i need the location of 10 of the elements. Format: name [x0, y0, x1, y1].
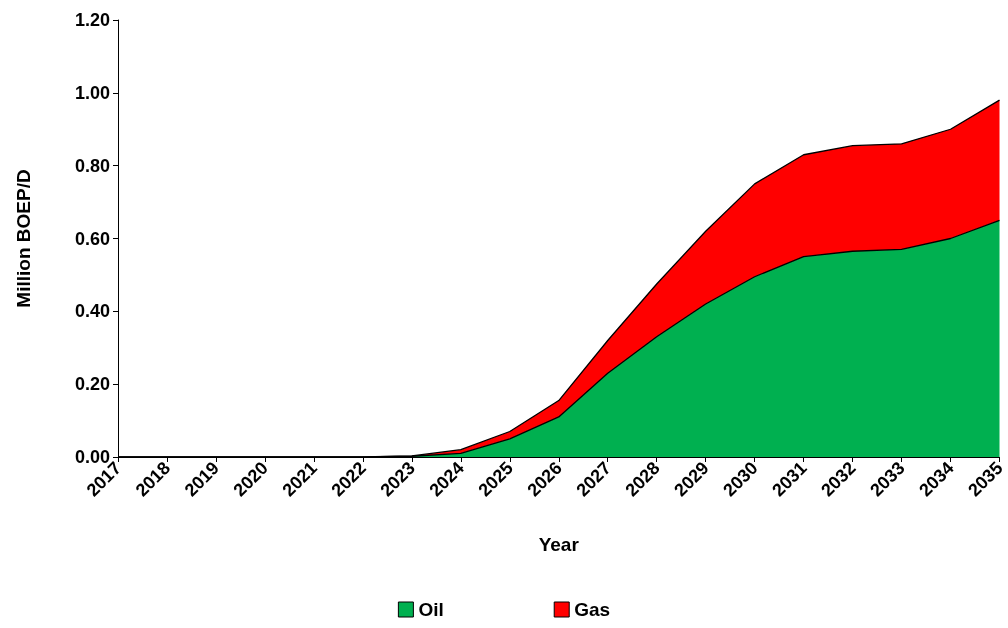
y-tick-label: 0.60	[74, 228, 110, 249]
x-axis-title: Year	[538, 534, 580, 555]
legend-label: Oil	[418, 599, 444, 620]
y-tick-label: 0.20	[74, 374, 110, 395]
y-axis-title: Million BOEP/D	[13, 169, 34, 308]
y-tick-label: 1.00	[74, 82, 110, 103]
y-tick-label: 1.20	[74, 10, 110, 30]
legend-label: Gas	[574, 599, 611, 620]
y-tick-label: 0.40	[74, 301, 110, 322]
y-tick-label: 0.80	[74, 155, 110, 176]
